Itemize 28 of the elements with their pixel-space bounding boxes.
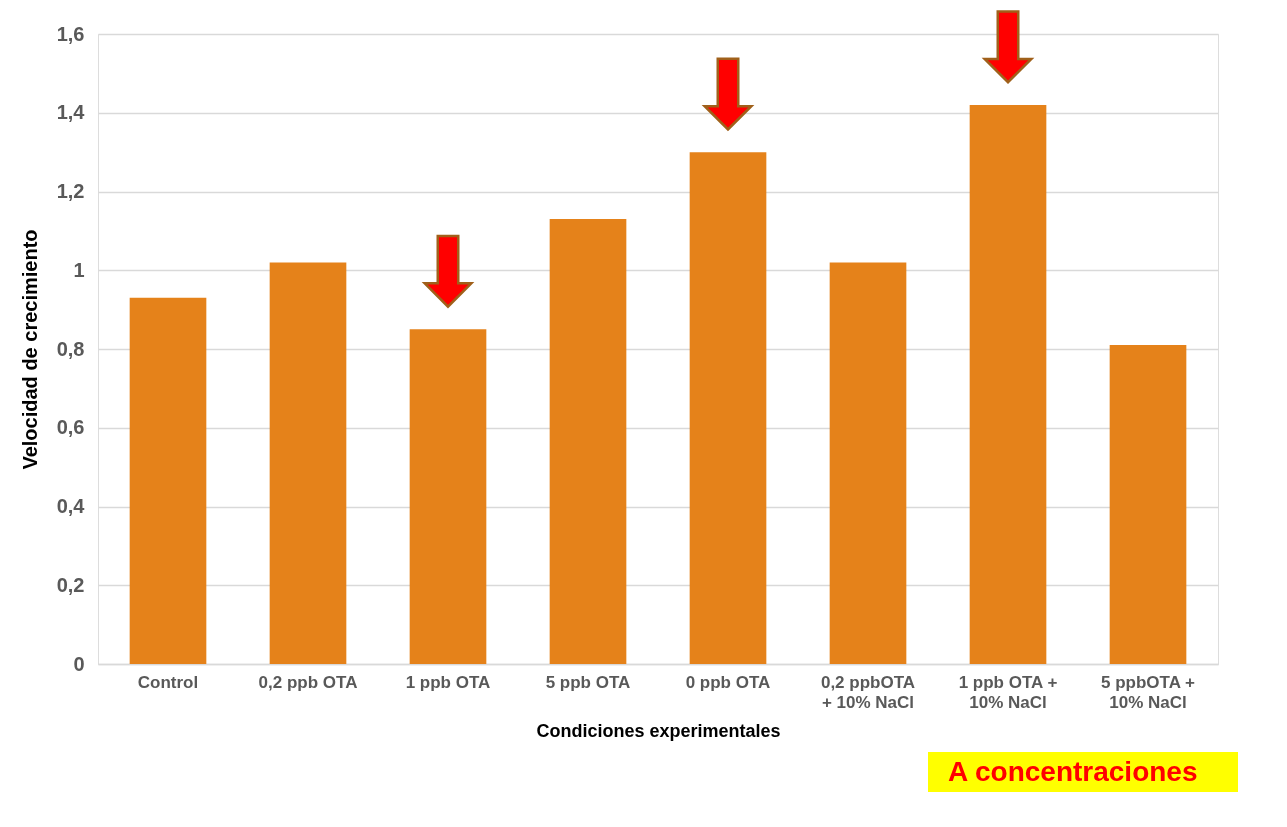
bar <box>969 104 1047 664</box>
y-tick-label: 0,8 <box>56 337 85 360</box>
bar <box>1109 345 1187 664</box>
bar <box>129 297 207 664</box>
x-tick-label: 0,2 ppbOTA + 10% NaCl <box>820 672 916 712</box>
x-tick-label: 1 ppb OTA <box>405 672 491 692</box>
y-axis-title: Velocidad de crecimiento <box>18 229 41 470</box>
x-axis-title: Condiciones experimentales <box>536 720 781 741</box>
x-tick-label: 0 ppb OTA <box>685 672 771 692</box>
x-tick-label: 0,2 ppb OTA <box>258 672 358 692</box>
y-tick-label: 1,6 <box>56 22 85 45</box>
x-tick-label: 5 ppbOTA + 10% NaCl <box>1101 672 1196 712</box>
bar <box>549 219 627 664</box>
y-tick-label: 1,2 <box>56 180 85 202</box>
x-tick-label: 1 ppb OTA + 10% NaCl <box>958 672 1058 712</box>
x-tick-label: Control <box>137 672 199 692</box>
y-tick-label: 0,4 <box>56 495 86 517</box>
bar <box>689 152 767 664</box>
bar <box>409 329 487 664</box>
y-tick-label: 0 <box>73 652 85 675</box>
bar <box>269 262 347 664</box>
y-tick-label: 0,2 <box>56 573 85 596</box>
x-tick-label: 5 ppb OTA <box>545 672 631 692</box>
y-tick-label: 1 <box>73 258 85 281</box>
y-tick-label: 1,4 <box>56 101 86 124</box>
text: A concentraciones <box>948 756 1198 787</box>
bar <box>829 262 907 664</box>
y-tick-label: 0,6 <box>56 416 85 439</box>
